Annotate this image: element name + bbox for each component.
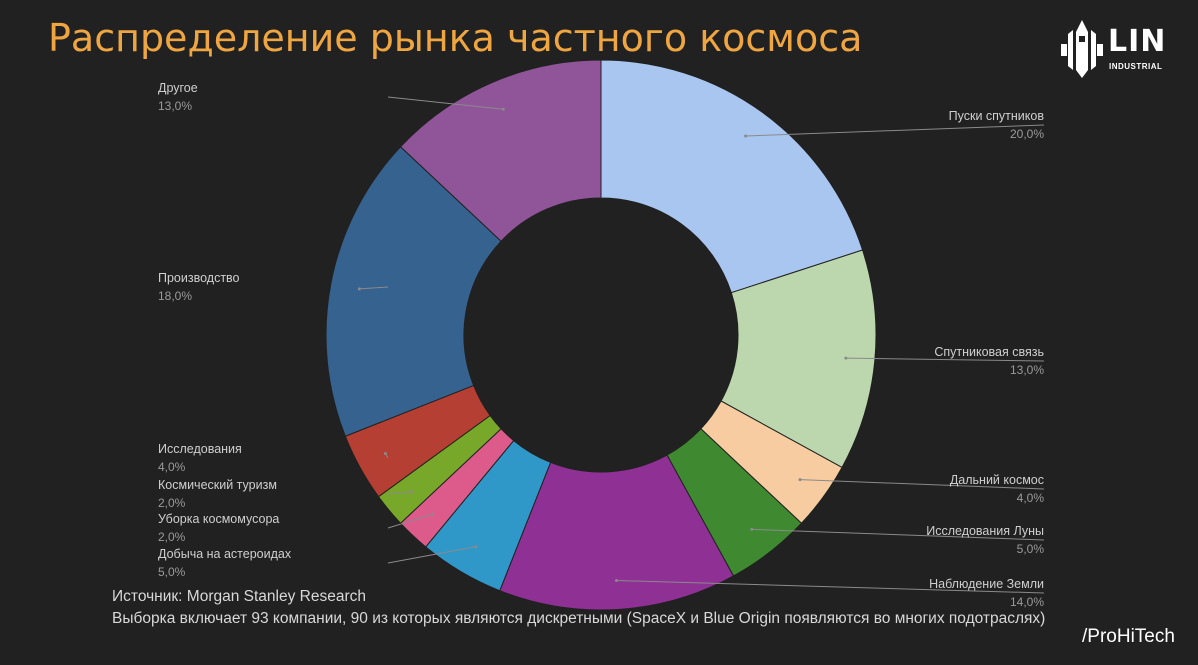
logo-subtext: INDUSTRIAL — [1109, 62, 1163, 71]
slice-value-3: 5,0% — [1017, 542, 1045, 556]
brand-watermark: /ProHiTech — [1082, 626, 1175, 647]
slice-value-5: 5,0% — [158, 565, 186, 579]
logo-text: LIN — [1108, 24, 1167, 59]
slice-label-5: Добыча на астероидах — [158, 547, 292, 561]
leader-line-5 — [387, 546, 476, 564]
slice-label-10: Другое — [158, 81, 198, 95]
leader-dot-4 — [614, 579, 618, 583]
slice-value-4: 14,0% — [1010, 595, 1044, 609]
slice-label-0: Пуски спутников — [949, 109, 1045, 123]
leader-dot-7 — [409, 490, 413, 494]
slice-label-7: Космический туризм — [158, 478, 277, 492]
sample-note: Выборка включает 93 компании, 90 из кото… — [112, 610, 1046, 627]
slice-label-4: Наблюдение Земли — [929, 577, 1044, 591]
rocket-gear-logo-icon — [1061, 20, 1103, 78]
slice-value-7: 2,0% — [158, 496, 186, 510]
slice-label-8: Исследования — [158, 442, 242, 456]
leader-dot-5 — [474, 545, 478, 549]
chart-footer: Источник: Morgan Stanley Research Выборк… — [112, 586, 1072, 630]
slice-value-1: 13,0% — [1010, 363, 1044, 377]
leader-dot-1 — [844, 356, 848, 360]
slice-1 — [720, 249, 877, 469]
slice-label-2: Дальний космос — [950, 473, 1044, 487]
slice-label-9: Производство — [158, 271, 240, 285]
leader-dot-9 — [357, 287, 361, 291]
leader-line-10 — [387, 96, 504, 110]
leader-dot-8 — [383, 452, 387, 456]
chart-title: Распределение рынка частного космоса — [48, 16, 863, 60]
slice-value-6: 2,0% — [158, 530, 186, 544]
leader-line-9 — [359, 286, 389, 290]
leader-line-2 — [799, 479, 1045, 490]
leader-line-3 — [751, 528, 1045, 541]
leader-dot-2 — [798, 478, 802, 482]
leader-line-1 — [845, 357, 1045, 362]
slice-value-10: 13,0% — [158, 99, 192, 113]
leader-dot-3 — [750, 527, 754, 531]
leader-line-6 — [387, 513, 433, 529]
slice-label-1: Спутниковая связь — [934, 345, 1044, 359]
slice-value-0: 20,0% — [1010, 127, 1044, 141]
slice-label-6: Уборка космомусора — [158, 512, 279, 526]
leader-dot-10 — [501, 107, 505, 111]
source-note: Источник: Morgan Stanley Research — [112, 588, 366, 605]
slice-0 — [600, 59, 864, 294]
leader-dot-0 — [744, 134, 748, 138]
slice-9 — [325, 146, 502, 437]
slice-value-8: 4,0% — [158, 460, 186, 474]
slice-value-9: 18,0% — [158, 289, 192, 303]
slice-label-3: Исследования Луны — [926, 524, 1044, 538]
slice-10 — [399, 59, 602, 242]
slice-value-2: 4,0% — [1017, 491, 1045, 505]
leader-line-7 — [387, 491, 412, 495]
slice-4 — [499, 454, 735, 611]
leader-line-4 — [616, 580, 1045, 594]
leader-dot-6 — [431, 512, 435, 516]
leader-line-0 — [745, 124, 1045, 137]
